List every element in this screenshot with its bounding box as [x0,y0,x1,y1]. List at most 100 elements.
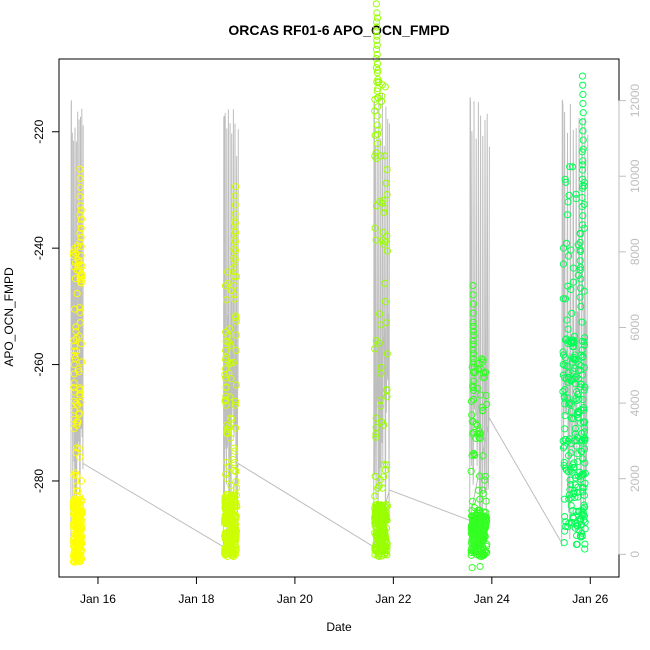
data-point [578,483,587,491]
data-point [76,165,84,173]
data-point [231,256,239,264]
data-point [383,393,391,401]
data-point [221,397,229,405]
data-point [479,486,487,494]
y-tick-label: -240 [32,236,46,260]
chart-title: ORCAS RF01-6 APO_OCN_FMPD [228,22,449,38]
data-point [580,200,588,208]
data-point [568,400,576,408]
data-point [467,397,475,405]
data-point [578,221,587,229]
data-point [580,491,589,499]
data-point [383,166,391,174]
data-point [562,295,570,303]
data-point [232,183,240,191]
data-point [580,386,588,394]
y2-tick-label: 10000 [628,159,642,193]
data-point [232,515,240,523]
data-point [376,505,384,513]
data-point [373,36,381,44]
data-point [378,418,386,426]
data-point [378,484,387,492]
data-point [232,491,240,499]
data-point [383,350,391,358]
data-point [73,482,81,490]
data-point [373,32,381,40]
data-point [571,471,579,479]
data-point [70,384,78,392]
data-point [231,550,239,559]
data-point [71,546,79,554]
data-point [231,263,239,271]
data-point [381,298,389,306]
data-point [76,238,84,246]
data-point [560,458,568,467]
data-point [70,379,78,387]
data-point [229,358,237,366]
data-point [372,27,380,35]
data-point [232,381,240,389]
altitude-trace-flight-3 [373,93,390,547]
data-point [229,521,237,529]
data-point [578,72,587,80]
data-point [77,477,86,485]
data-point [470,504,479,512]
data-point [567,439,575,447]
data-point [564,378,572,386]
data-point [222,328,230,336]
data-point [70,370,78,378]
data-point [576,284,585,292]
data-point [481,472,489,480]
data-point [579,161,587,169]
data-point [581,459,589,467]
data-point [578,175,587,183]
data-point [577,275,585,283]
data-point [580,338,588,346]
data-point [561,386,569,394]
data-point [559,371,568,379]
data-point [223,421,231,429]
data-point [469,300,477,308]
data-point [70,533,78,542]
data-point [564,282,572,290]
data-point [226,360,234,368]
data-point [469,318,477,326]
data-point [576,266,584,274]
data-point [579,136,587,144]
data-point [565,252,573,260]
data-point [475,429,483,438]
data-point [473,421,481,430]
data-point [70,347,79,355]
data-point [559,444,568,452]
data-point [76,555,84,564]
data-point [471,451,479,459]
data-point [69,558,78,566]
data-point [222,392,230,400]
data-point [470,331,478,340]
data-point [228,415,236,423]
data-point [371,224,379,232]
data-point [476,434,484,442]
data-point [377,321,385,329]
data-point [569,507,577,515]
data-point [76,500,85,508]
data-point [382,503,390,511]
data-point [74,487,82,495]
data-point [374,513,382,521]
data-point [77,233,85,241]
data-point [560,351,568,359]
data-point [378,92,386,100]
data-point [372,0,380,8]
data-point [477,553,485,561]
data-point [227,375,235,383]
data-point [569,339,577,347]
data-point [375,506,383,514]
data-point [70,361,78,369]
data-point [568,336,576,344]
data-point [377,369,385,377]
y-axis-left: -220 -240 -260 -280 [32,119,60,493]
data-point [474,486,482,494]
data-point [570,353,578,361]
data-point [476,495,484,503]
data-point [372,414,380,422]
